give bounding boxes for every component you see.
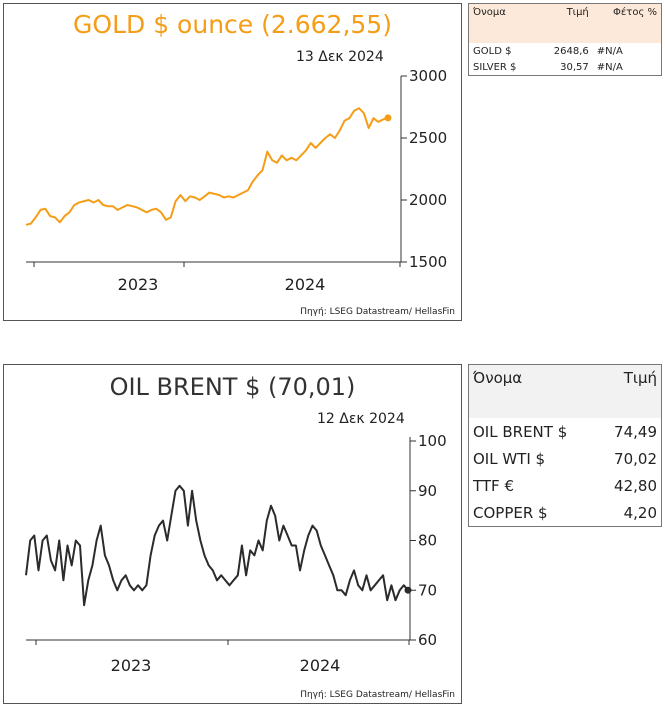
oil-y-tick-label: 80 xyxy=(418,532,437,550)
oil-series-line xyxy=(25,484,409,607)
metals-table-header: Όνομα Τιμή Φέτος % xyxy=(468,3,662,43)
energy-table: Όνομα Τιμή OIL BRENT $ 74,49 OIL WTI $ 7… xyxy=(468,364,662,527)
oil-y-tick-label: 90 xyxy=(418,482,437,500)
oil-chart-panel: OIL BRENT $ (70,01) 12 Δεκ 2024 2023 2024… xyxy=(3,364,462,704)
oil-chart-source: Πηγή: LSEG Datastream/ HellasFin xyxy=(300,690,455,700)
table-row: SILVER $ 30,57 #N/A xyxy=(469,59,662,76)
energy-row-name: OIL BRENT $ xyxy=(473,422,568,441)
metals-header-name: Όνομα xyxy=(468,3,537,43)
metals-row-name: GOLD $ xyxy=(473,45,512,57)
oil-y-tick-label: 70 xyxy=(418,581,437,599)
oil-chart-date: 12 Δεκ 2024 xyxy=(317,411,405,427)
table-row: OIL WTI $ 70,02 xyxy=(469,445,662,472)
gold-chart-date: 13 Δεκ 2024 xyxy=(296,49,384,65)
metals-table: Όνομα Τιμή Φέτος % GOLD $ 2648,6 #N/A SI… xyxy=(468,3,662,76)
energy-row-name: COPPER $ xyxy=(473,503,548,522)
oil-y-tick-label: 100 xyxy=(418,432,447,450)
metals-row-price: 30,57 xyxy=(560,61,589,73)
table-row: OIL BRENT $ 74,49 xyxy=(469,418,662,445)
gold-y-tick-label: 1500 xyxy=(409,253,447,271)
metals-header-ytd: Φέτος % xyxy=(592,3,662,43)
energy-header-name: Όνομα xyxy=(468,364,598,418)
oil-last-value-marker xyxy=(404,586,412,594)
metals-row-name: SILVER $ xyxy=(473,61,517,73)
oil-chart-plot: 2023 2024 60 70 80 90 100 xyxy=(25,432,447,675)
gold-y-tick-label: 2500 xyxy=(409,129,447,147)
gold-series-line xyxy=(25,107,389,226)
gold-last-value-marker xyxy=(384,114,392,122)
gold-chart-panel: GOLD $ ounce (2.662,55) 13 Δεκ 2024 2023… xyxy=(3,3,462,321)
gold-y-tick-label: 3000 xyxy=(409,67,447,85)
energy-row-name: TTF € xyxy=(473,476,515,495)
gold-y-tick-label: 2000 xyxy=(409,191,447,209)
energy-row-price: 70,02 xyxy=(614,449,657,468)
oil-y-tick-label: 60 xyxy=(418,631,437,649)
table-row: COPPER $ 4,20 xyxy=(469,499,662,527)
table-row: GOLD $ 2648,6 #N/A xyxy=(469,43,662,59)
metals-header-price: Τιμή xyxy=(536,3,593,43)
oil-x-tick-label: 2024 xyxy=(300,656,341,675)
table-row: TTF € 42,80 xyxy=(469,472,662,499)
gold-x-tick-label: 2023 xyxy=(118,275,159,294)
oil-chart-title: OIL BRENT $ (70,01) xyxy=(109,373,356,401)
metals-row-ytd: #N/A xyxy=(596,61,623,73)
metals-row-ytd: #N/A xyxy=(596,45,623,57)
energy-row-name: OIL WTI $ xyxy=(473,449,546,468)
oil-x-tick-label: 2023 xyxy=(111,656,152,675)
gold-chart-source: Πηγή: LSEG Datastream/ HellasFin xyxy=(300,307,455,317)
metals-row-price: 2648,6 xyxy=(553,45,589,57)
energy-row-price: 42,80 xyxy=(614,476,657,495)
gold-chart-title: GOLD $ ounce (2.662,55) xyxy=(73,10,392,39)
energy-header-price: Τιμή xyxy=(597,364,662,418)
gold-x-tick-label: 2024 xyxy=(285,275,326,294)
energy-row-price: 4,20 xyxy=(623,503,657,522)
gold-chart-plot: 2023 2024 1500 2000 2500 3000 xyxy=(25,67,447,294)
energy-row-price: 74,49 xyxy=(614,422,657,441)
energy-table-header: Όνομα Τιμή xyxy=(468,364,662,418)
